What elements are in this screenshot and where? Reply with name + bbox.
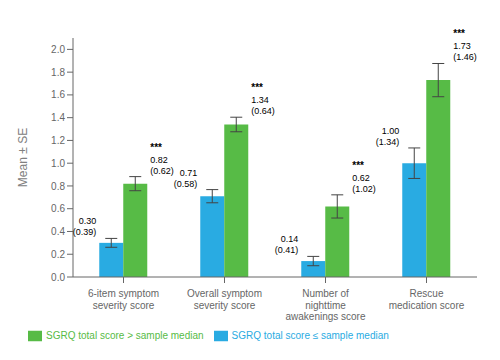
svg-text:1.00: 1.00	[382, 126, 400, 136]
html-text:SGRQ total score ≤ sample medi: SGRQ total score ≤ sample median	[231, 329, 389, 341]
svg-text:1.6: 1.6	[51, 89, 65, 100]
svg-text:***: ***	[150, 142, 162, 153]
svg-text:(0.64): (0.64)	[251, 106, 275, 116]
svg-text:0.14: 0.14	[281, 234, 299, 244]
svg-text:1.4: 1.4	[51, 112, 65, 123]
svg-text:Overall symptomseverity score: Overall symptomseverity score	[187, 288, 262, 311]
svg-text:(0.58): (0.58)	[174, 179, 198, 189]
svg-text:(1.46): (1.46)	[453, 52, 477, 62]
svg-text:0.8: 0.8	[51, 181, 65, 192]
svg-text:1.73: 1.73	[453, 41, 471, 51]
svg-text:***: ***	[352, 160, 364, 171]
svg-text:Number ofnighttimeawakenings s: Number ofnighttimeawakenings score	[285, 288, 365, 322]
svg-text:Mean ± SE: Mean ± SE	[16, 128, 30, 187]
svg-text:0.62: 0.62	[352, 173, 370, 183]
svg-text:0.71: 0.71	[180, 168, 198, 178]
svg-text:***: ***	[453, 28, 465, 39]
svg-text:1.8: 1.8	[51, 67, 65, 78]
svg-text:1.0: 1.0	[51, 158, 65, 169]
svg-text:(0.41): (0.41)	[275, 245, 299, 255]
svg-text:0.2: 0.2	[51, 249, 65, 260]
svg-text:1.34: 1.34	[251, 95, 269, 105]
svg-text:(0.62): (0.62)	[150, 166, 174, 176]
svg-text:0.82: 0.82	[150, 155, 168, 165]
svg-text:0.30: 0.30	[79, 216, 97, 226]
svg-text:1.2: 1.2	[51, 135, 65, 146]
svg-text:2.0: 2.0	[51, 44, 65, 55]
svg-text:0.6: 0.6	[51, 203, 65, 214]
svg-text:Rescuemedication score: Rescuemedication score	[389, 288, 465, 311]
svg-text:***: ***	[251, 82, 263, 93]
svg-text:0.4: 0.4	[51, 226, 65, 237]
svg-text:0.0: 0.0	[51, 272, 65, 283]
html-text:SGRQ total score > sample medi: SGRQ total score > sample median	[46, 329, 204, 341]
svg-text:(1.02): (1.02)	[352, 184, 376, 194]
svg-text:(0.39): (0.39)	[73, 227, 97, 237]
svg-text:(1.34): (1.34)	[376, 137, 400, 147]
svg-text:6-item symptomseverity score: 6-item symptomseverity score	[88, 288, 159, 311]
